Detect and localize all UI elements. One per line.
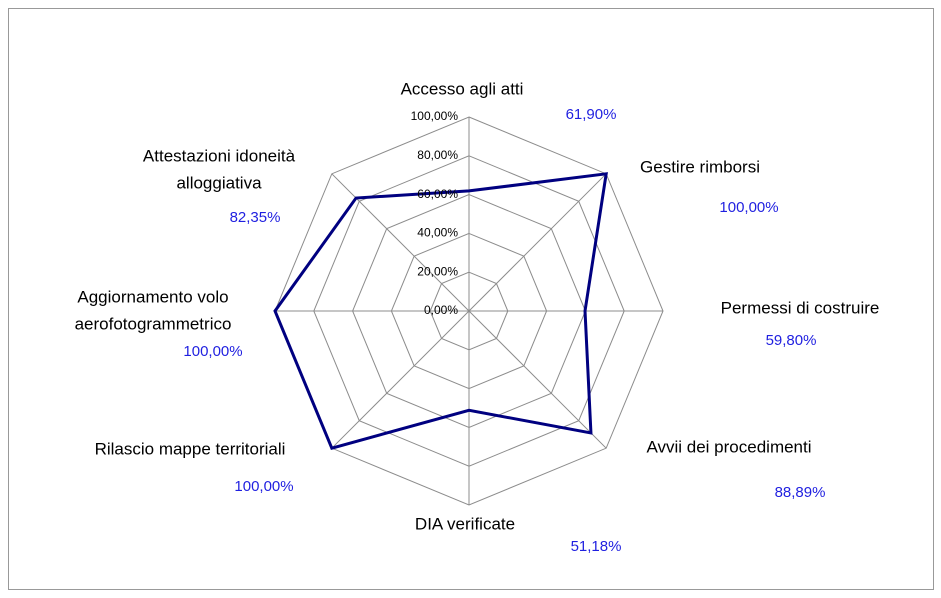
category-label: Attestazioni idoneità	[143, 146, 296, 165]
category-label: DIA verificate	[415, 514, 515, 533]
y-tick-label: 40,00%	[417, 226, 458, 240]
category-label: Avvii dei procedimenti	[646, 437, 811, 456]
value-label: 59,80%	[766, 332, 817, 349]
category-label: alloggiativa	[176, 173, 262, 192]
spoke	[331, 173, 470, 312]
category-label: Rilascio mappe territoriali	[95, 439, 286, 458]
category-label: aerofotogrammetrico	[75, 314, 232, 333]
y-tick-label: 0,00%	[424, 303, 458, 317]
y-tick-label: 100,00%	[411, 109, 459, 123]
value-label: 51,18%	[571, 538, 622, 555]
y-tick-label: 60,00%	[417, 187, 458, 201]
value-label: 61,90%	[566, 106, 617, 123]
y-tick-label: 80,00%	[417, 148, 458, 162]
value-label: 88,89%	[775, 484, 826, 501]
value-label: 100,00%	[234, 478, 293, 495]
spoke	[468, 310, 607, 449]
spoke	[331, 310, 470, 449]
category-label: Aggiornamento volo	[77, 287, 228, 306]
value-label: 100,00%	[183, 343, 242, 360]
category-label: Accesso agli atti	[401, 79, 524, 98]
spoke	[468, 173, 607, 312]
data-line	[273, 172, 608, 450]
value-label: 82,35%	[230, 209, 281, 226]
category-label: Gestire rimborsi	[640, 157, 760, 176]
y-tick-label: 20,00%	[417, 264, 458, 278]
category-label: Permessi di costruire	[721, 298, 880, 317]
chart-border	[8, 8, 934, 590]
value-label: 100,00%	[719, 199, 778, 216]
